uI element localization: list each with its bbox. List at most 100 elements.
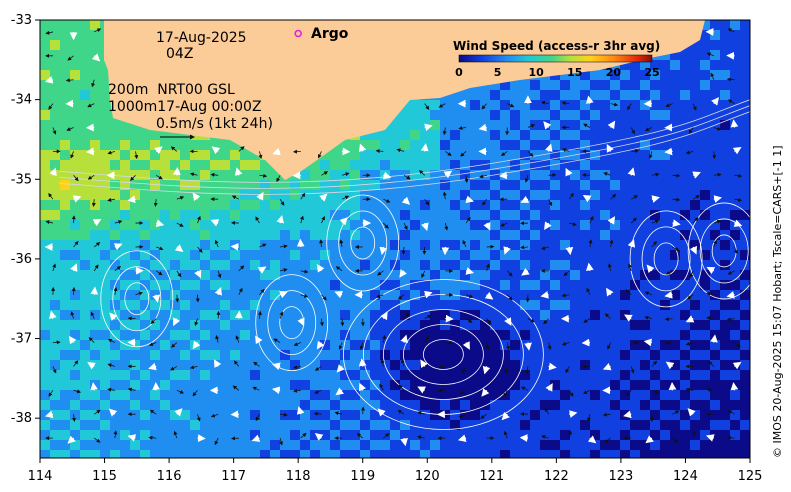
wind-cell: [550, 120, 561, 131]
wind-cell: [100, 400, 111, 411]
current-vector: [730, 119, 739, 128]
wind-cell: [40, 50, 51, 61]
wind-cell: [60, 50, 71, 61]
wind-cell: [50, 450, 61, 458]
wind-cell: [570, 270, 581, 281]
current-vector: [91, 79, 96, 88]
wind-cell: [390, 180, 401, 191]
wind-cell: [540, 180, 551, 191]
wind-cell: [50, 380, 61, 391]
wind-cell: [320, 260, 331, 271]
wind-cell: [570, 220, 581, 231]
wind-cell: [510, 370, 521, 381]
current-vector: [540, 291, 549, 299]
wind-cell: [70, 410, 81, 421]
wind-cell: [320, 240, 331, 251]
wind-cell: [730, 230, 741, 241]
wind-cell: [280, 320, 291, 331]
wind-cell: [560, 110, 571, 121]
current-vector: [338, 342, 343, 350]
wind-cell: [480, 240, 491, 251]
wind-cell: [210, 250, 221, 261]
wind-cell: [540, 260, 551, 271]
wind-cell: [520, 130, 531, 141]
wind-cell: [500, 240, 511, 251]
wind-cell: [600, 290, 611, 301]
wind-cell: [100, 450, 111, 458]
wind-cell: [440, 200, 451, 211]
wind-cell: [530, 120, 541, 131]
wind-cell: [490, 100, 501, 111]
wind-cell: [40, 40, 51, 51]
wind-cell: [360, 310, 371, 321]
wind-cell: [480, 90, 491, 101]
wind-cell: [730, 310, 741, 321]
wind-cell: [190, 140, 201, 151]
current-vector: [685, 315, 695, 323]
wind-cell: [620, 70, 631, 81]
wind-cell: [380, 260, 391, 271]
wind-cell: [600, 270, 611, 281]
wind-cell: [380, 370, 391, 381]
wind-cell: [530, 410, 541, 421]
wind-cell: [180, 440, 191, 451]
wind-cell: [530, 310, 541, 321]
wind-cell: [580, 180, 591, 191]
wind-cell: [730, 150, 741, 161]
wind-cell: [630, 410, 641, 421]
wind-cell: [120, 440, 131, 451]
wind-cell: [40, 150, 51, 161]
wind-cell: [160, 150, 171, 161]
wind-cell: [520, 300, 531, 311]
wind-cell: [190, 150, 201, 161]
wind-cell: [420, 300, 431, 311]
current-vector: [713, 239, 718, 248]
wind-cell: [460, 380, 471, 391]
wind-cell: [520, 270, 531, 281]
wind-cell: [340, 200, 351, 211]
wind-cell: [700, 90, 711, 101]
wind-cell: [110, 160, 121, 171]
wind-cell: [560, 430, 571, 441]
wind-cell: [180, 310, 191, 321]
current-vector: [630, 127, 635, 135]
current-vector: [174, 244, 184, 253]
wind-cell: [50, 60, 61, 71]
wind-cell: [300, 350, 311, 361]
wind-cell: [620, 370, 631, 381]
wind-cell: [630, 220, 641, 231]
wind-cell: [580, 230, 591, 241]
wind-cell: [140, 200, 151, 211]
current-vector: [234, 310, 243, 319]
current-vector: [279, 437, 283, 446]
current-vector: [399, 269, 407, 278]
wind-cell: [420, 170, 431, 181]
wind-cell: [600, 110, 611, 121]
wind-cell: [260, 210, 271, 221]
wind-cell: [40, 130, 51, 141]
wind-cell: [500, 300, 511, 311]
wind-cell: [510, 340, 521, 351]
current-vector: [479, 174, 487, 179]
wind-cell: [390, 450, 401, 458]
wind-cell: [660, 330, 671, 341]
wind-cell: [630, 90, 641, 101]
wind-cell: [360, 450, 371, 458]
wind-cell: [60, 360, 71, 371]
current-vector: [458, 126, 467, 131]
wind-cell: [220, 270, 231, 281]
wind-cell: [190, 360, 201, 371]
wind-cell: [380, 180, 391, 191]
y-tick-label: -37: [11, 332, 32, 347]
wind-cell: [720, 380, 731, 391]
wind-cell: [430, 420, 441, 431]
wind-cell: [270, 260, 281, 271]
wind-cell: [650, 250, 661, 261]
x-tick-label: 123: [608, 469, 633, 484]
wind-cell: [290, 200, 301, 211]
wind-cell: [550, 320, 561, 331]
wind-cell: [60, 280, 71, 291]
wind-cell: [50, 300, 61, 311]
current-vector: [465, 318, 473, 323]
wind-cell: [370, 300, 381, 311]
